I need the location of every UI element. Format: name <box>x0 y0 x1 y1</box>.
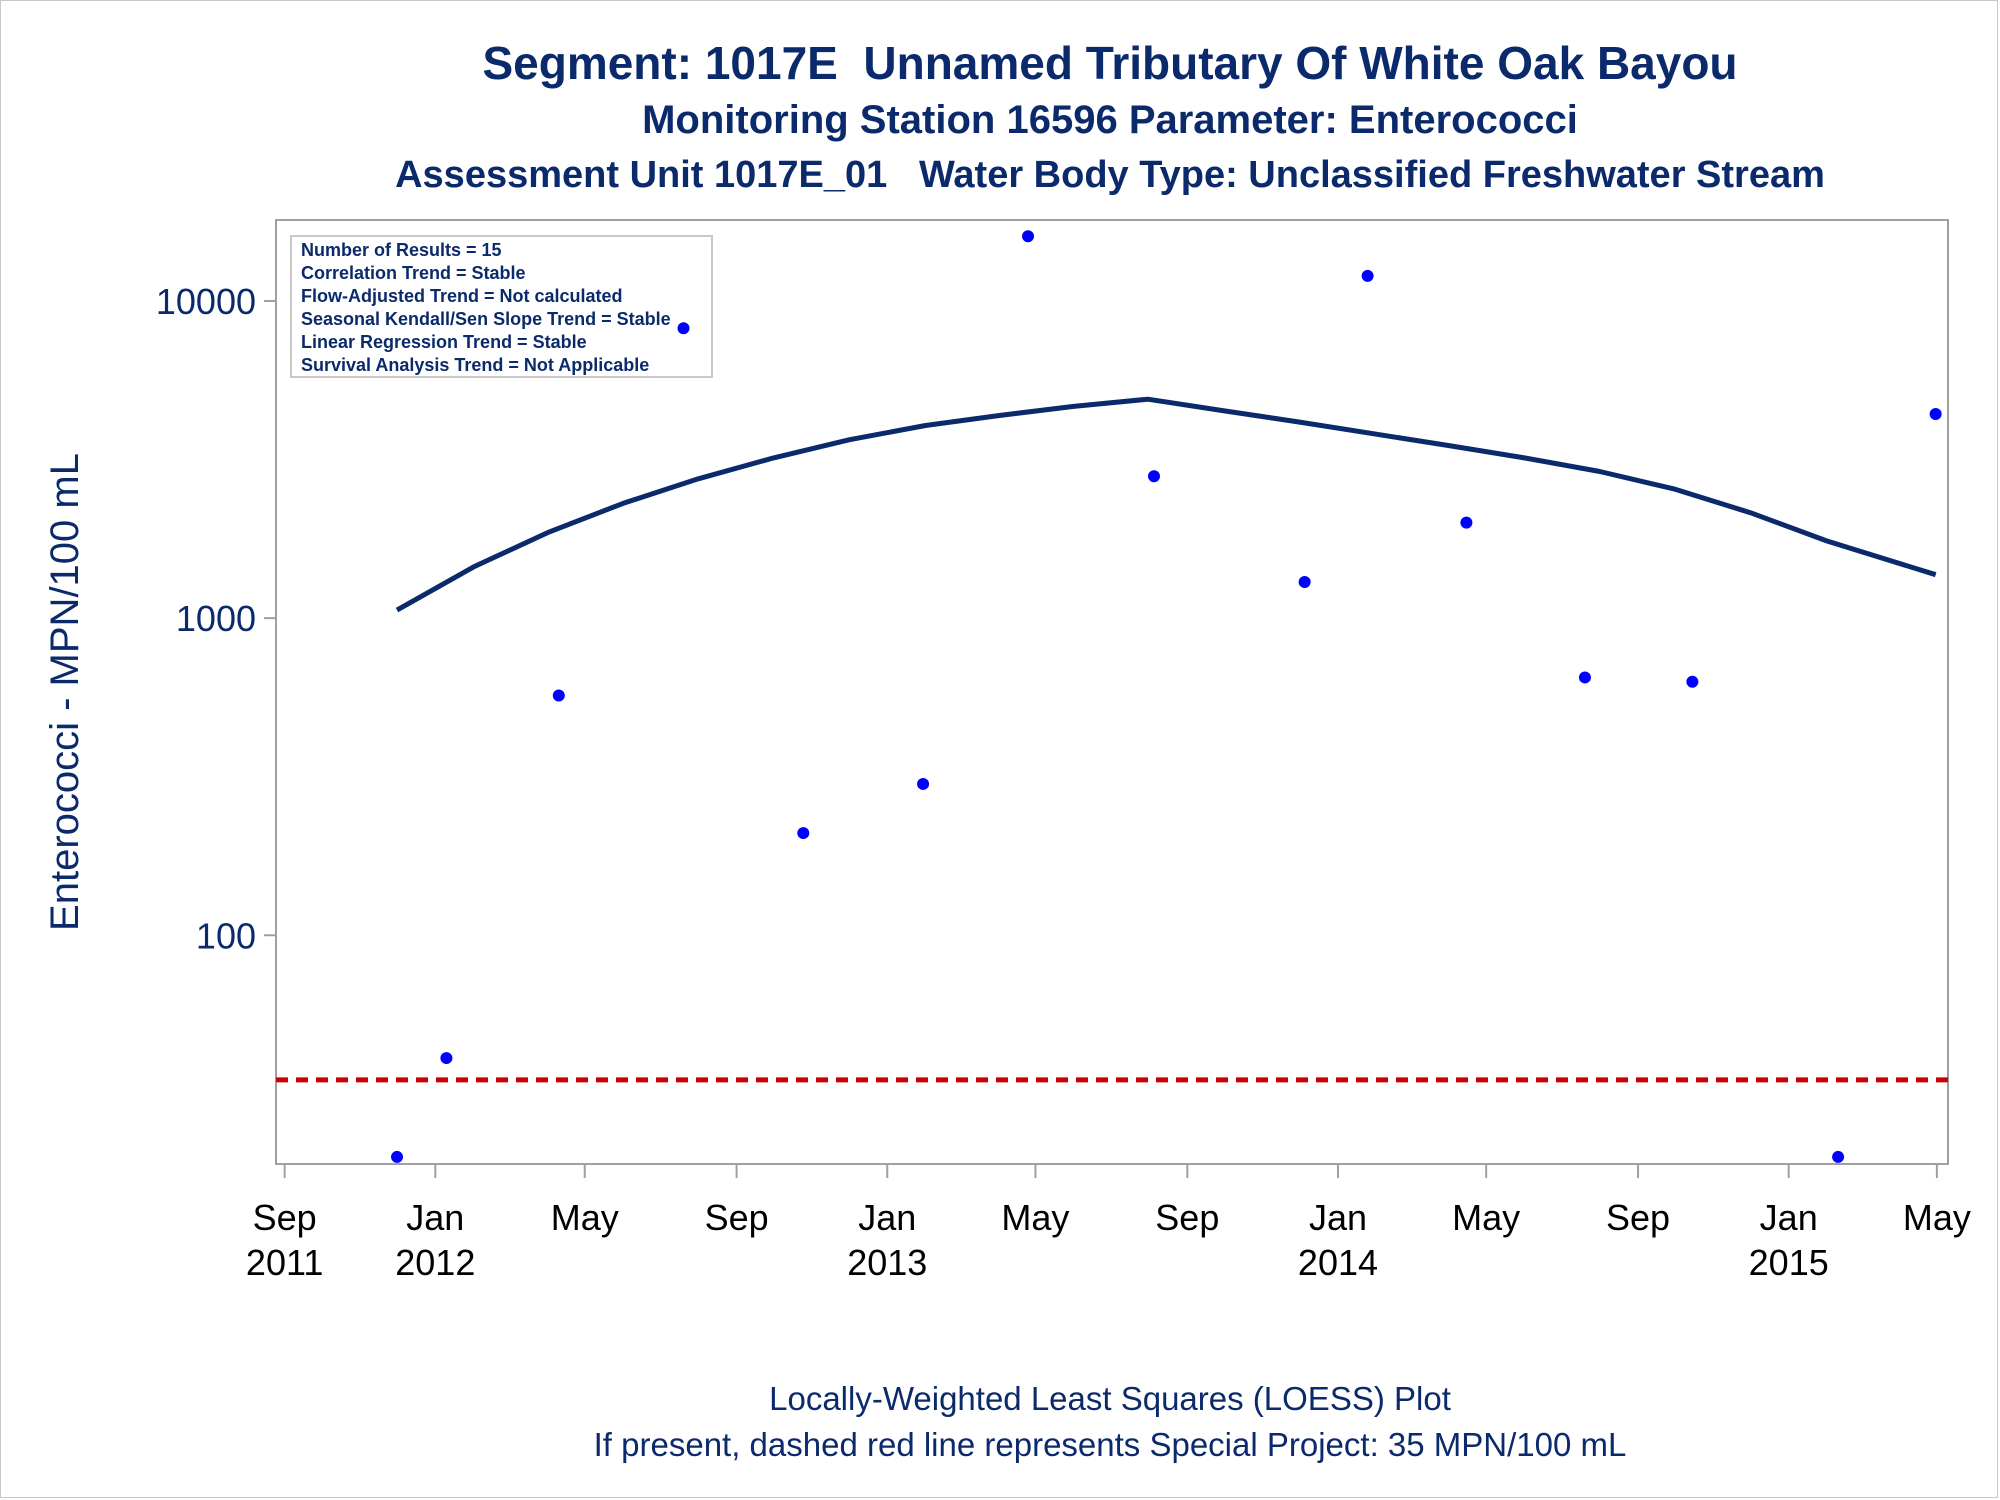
trend-summary-box: Number of Results = 15 Correlation Trend … <box>290 235 713 378</box>
data-point <box>1147 470 1160 483</box>
y-tick-label: 10000 <box>156 281 256 322</box>
x-tick-label-year: 2015 <box>1749 1242 1829 1283</box>
x-tick-label-month: May <box>551 1197 619 1238</box>
x-tick-label-month: May <box>1452 1197 1520 1238</box>
chart-subtitle-assessment: Assessment Unit 1017E_01 Water Body Type… <box>395 154 1825 196</box>
x-tick-label-month: May <box>1903 1197 1971 1238</box>
x-tick-label-month: Jan <box>1309 1197 1367 1238</box>
data-point <box>1460 516 1473 529</box>
data-point <box>552 689 565 702</box>
loess-line <box>395 396 1937 613</box>
trend-summary-line: Seasonal Kendall/Sen Slope Trend = Stabl… <box>301 309 671 329</box>
data-point <box>1022 230 1035 243</box>
data-point <box>391 1150 404 1163</box>
trend-summary-line: Flow-Adjusted Trend = Not calculated <box>301 286 623 306</box>
data-point <box>1361 269 1374 282</box>
data-point <box>917 777 930 790</box>
x-tick-label-year: 2011 <box>246 1242 323 1283</box>
data-point <box>1929 408 1942 421</box>
trend-summary-border <box>290 235 713 378</box>
trend-summary-line: Number of Results = 15 <box>301 240 502 260</box>
y-axis-label: Enterococci - MPN/100 mL <box>43 453 87 931</box>
x-tick-label-month: Jan <box>1760 1197 1818 1238</box>
x-tick-label-month: Sep <box>705 1197 769 1238</box>
data-point <box>1686 675 1699 688</box>
x-tick-label-year: 2014 <box>1298 1242 1378 1283</box>
x-tick-label-month: Sep <box>1606 1197 1670 1238</box>
x-tick-label-month: May <box>1001 1197 1069 1238</box>
trend-summary-line: Linear Regression Trend = Stable <box>301 332 587 352</box>
data-point <box>1578 671 1591 684</box>
chart-title: Segment: 1017E Unnamed Tributary Of Whit… <box>482 37 1738 89</box>
y-tick-label: 100 <box>196 915 256 956</box>
x-tick-label-year: 2012 <box>395 1242 475 1283</box>
trend-summary-line: Correlation Trend = Stable <box>301 263 526 283</box>
loess-line-layer <box>395 396 1937 613</box>
footnote-reference-line: If present, dashed red line represents S… <box>593 1426 1627 1463</box>
plot-area <box>275 219 1949 1165</box>
scatter-points-layer <box>391 230 1942 1163</box>
data-point <box>1832 1150 1845 1163</box>
data-point <box>677 322 690 335</box>
x-tick-label-month: Sep <box>253 1197 317 1238</box>
chart-subtitle-station: Monitoring Station 16596 Parameter: Ente… <box>642 98 1578 142</box>
y-axis: 100 1000 10000 <box>156 281 276 956</box>
y-tick-label: 1000 <box>176 598 256 639</box>
x-tick-label-month: Jan <box>858 1197 916 1238</box>
data-point <box>1298 575 1311 588</box>
trend-summary-line: Survival Analysis Trend = Not Applicable <box>301 355 649 375</box>
x-tick-label-year: 2013 <box>847 1242 927 1283</box>
x-tick-label-month: Jan <box>406 1197 464 1238</box>
footnote-plot-type: Locally-Weighted Least Squares (LOESS) P… <box>769 1380 1451 1417</box>
x-tick-label-month: Sep <box>1155 1197 1219 1238</box>
data-point <box>797 827 810 840</box>
data-point <box>440 1052 453 1065</box>
